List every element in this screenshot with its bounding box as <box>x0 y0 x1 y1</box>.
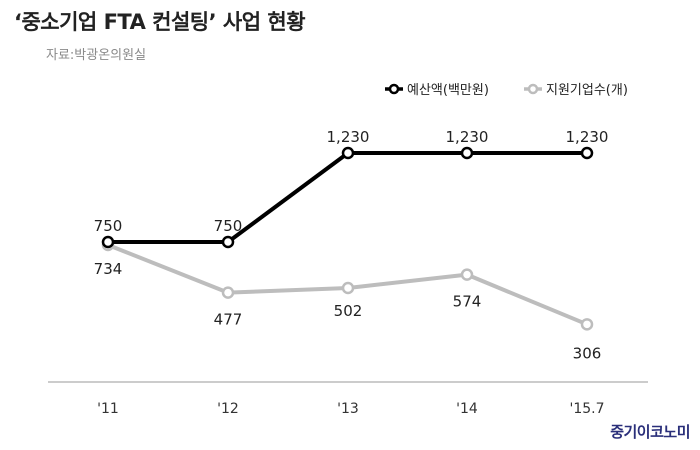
data-point-budget <box>460 146 474 160</box>
data-point-companies <box>221 286 235 299</box>
legend-swatch-marker <box>388 83 400 95</box>
data-point-budget <box>221 235 235 249</box>
data-point-companies <box>460 268 474 281</box>
x-tick-label: '12 <box>217 401 239 417</box>
data-point-companies <box>341 281 355 295</box>
legend-swatch-marker <box>527 83 539 95</box>
data-label-budget: 750 <box>214 217 243 235</box>
data-label-companies: 306 <box>573 344 602 362</box>
source-note: 자료:박광온의원실 <box>46 48 147 63</box>
data-label-budget: 1,230 <box>327 128 370 146</box>
legend: 예산액(백만원) 지원기업수(개) <box>385 83 628 98</box>
data-label-budget: 1,230 <box>446 128 489 146</box>
x-tick-label: '11 <box>97 401 119 417</box>
x-tick-label: '13 <box>337 401 359 417</box>
data-label-companies: 502 <box>334 302 363 320</box>
chart-title: ‘중소기업 FTA 컨설팅’ 사업 현황 <box>14 10 306 34</box>
data-label-companies: 477 <box>214 311 243 329</box>
x-tick-label: '14 <box>456 401 478 417</box>
data-label-companies: 574 <box>453 293 482 311</box>
legend-label: 예산액(백만원) <box>407 83 489 98</box>
series-layer: 734 477 502 574 306 750 750 1,230 1,230 1,230 <box>94 128 609 362</box>
legend-label: 지원기업수(개) <box>546 83 628 98</box>
data-point-budget <box>580 146 594 160</box>
data-label-budget: 750 <box>94 217 123 235</box>
data-point-companies <box>580 318 594 331</box>
data-point-budget <box>101 235 115 249</box>
publisher-logo: 중기이코노미 <box>610 423 690 441</box>
series-line-budget <box>106 151 589 244</box>
data-label-budget: 1,230 <box>566 128 609 146</box>
data-point-budget <box>341 146 355 160</box>
x-tick-label: '15.7 <box>569 401 604 417</box>
data-label-companies: 734 <box>94 260 123 278</box>
x-axis: '11 '12 '13 '14 '15.7 <box>48 381 648 417</box>
